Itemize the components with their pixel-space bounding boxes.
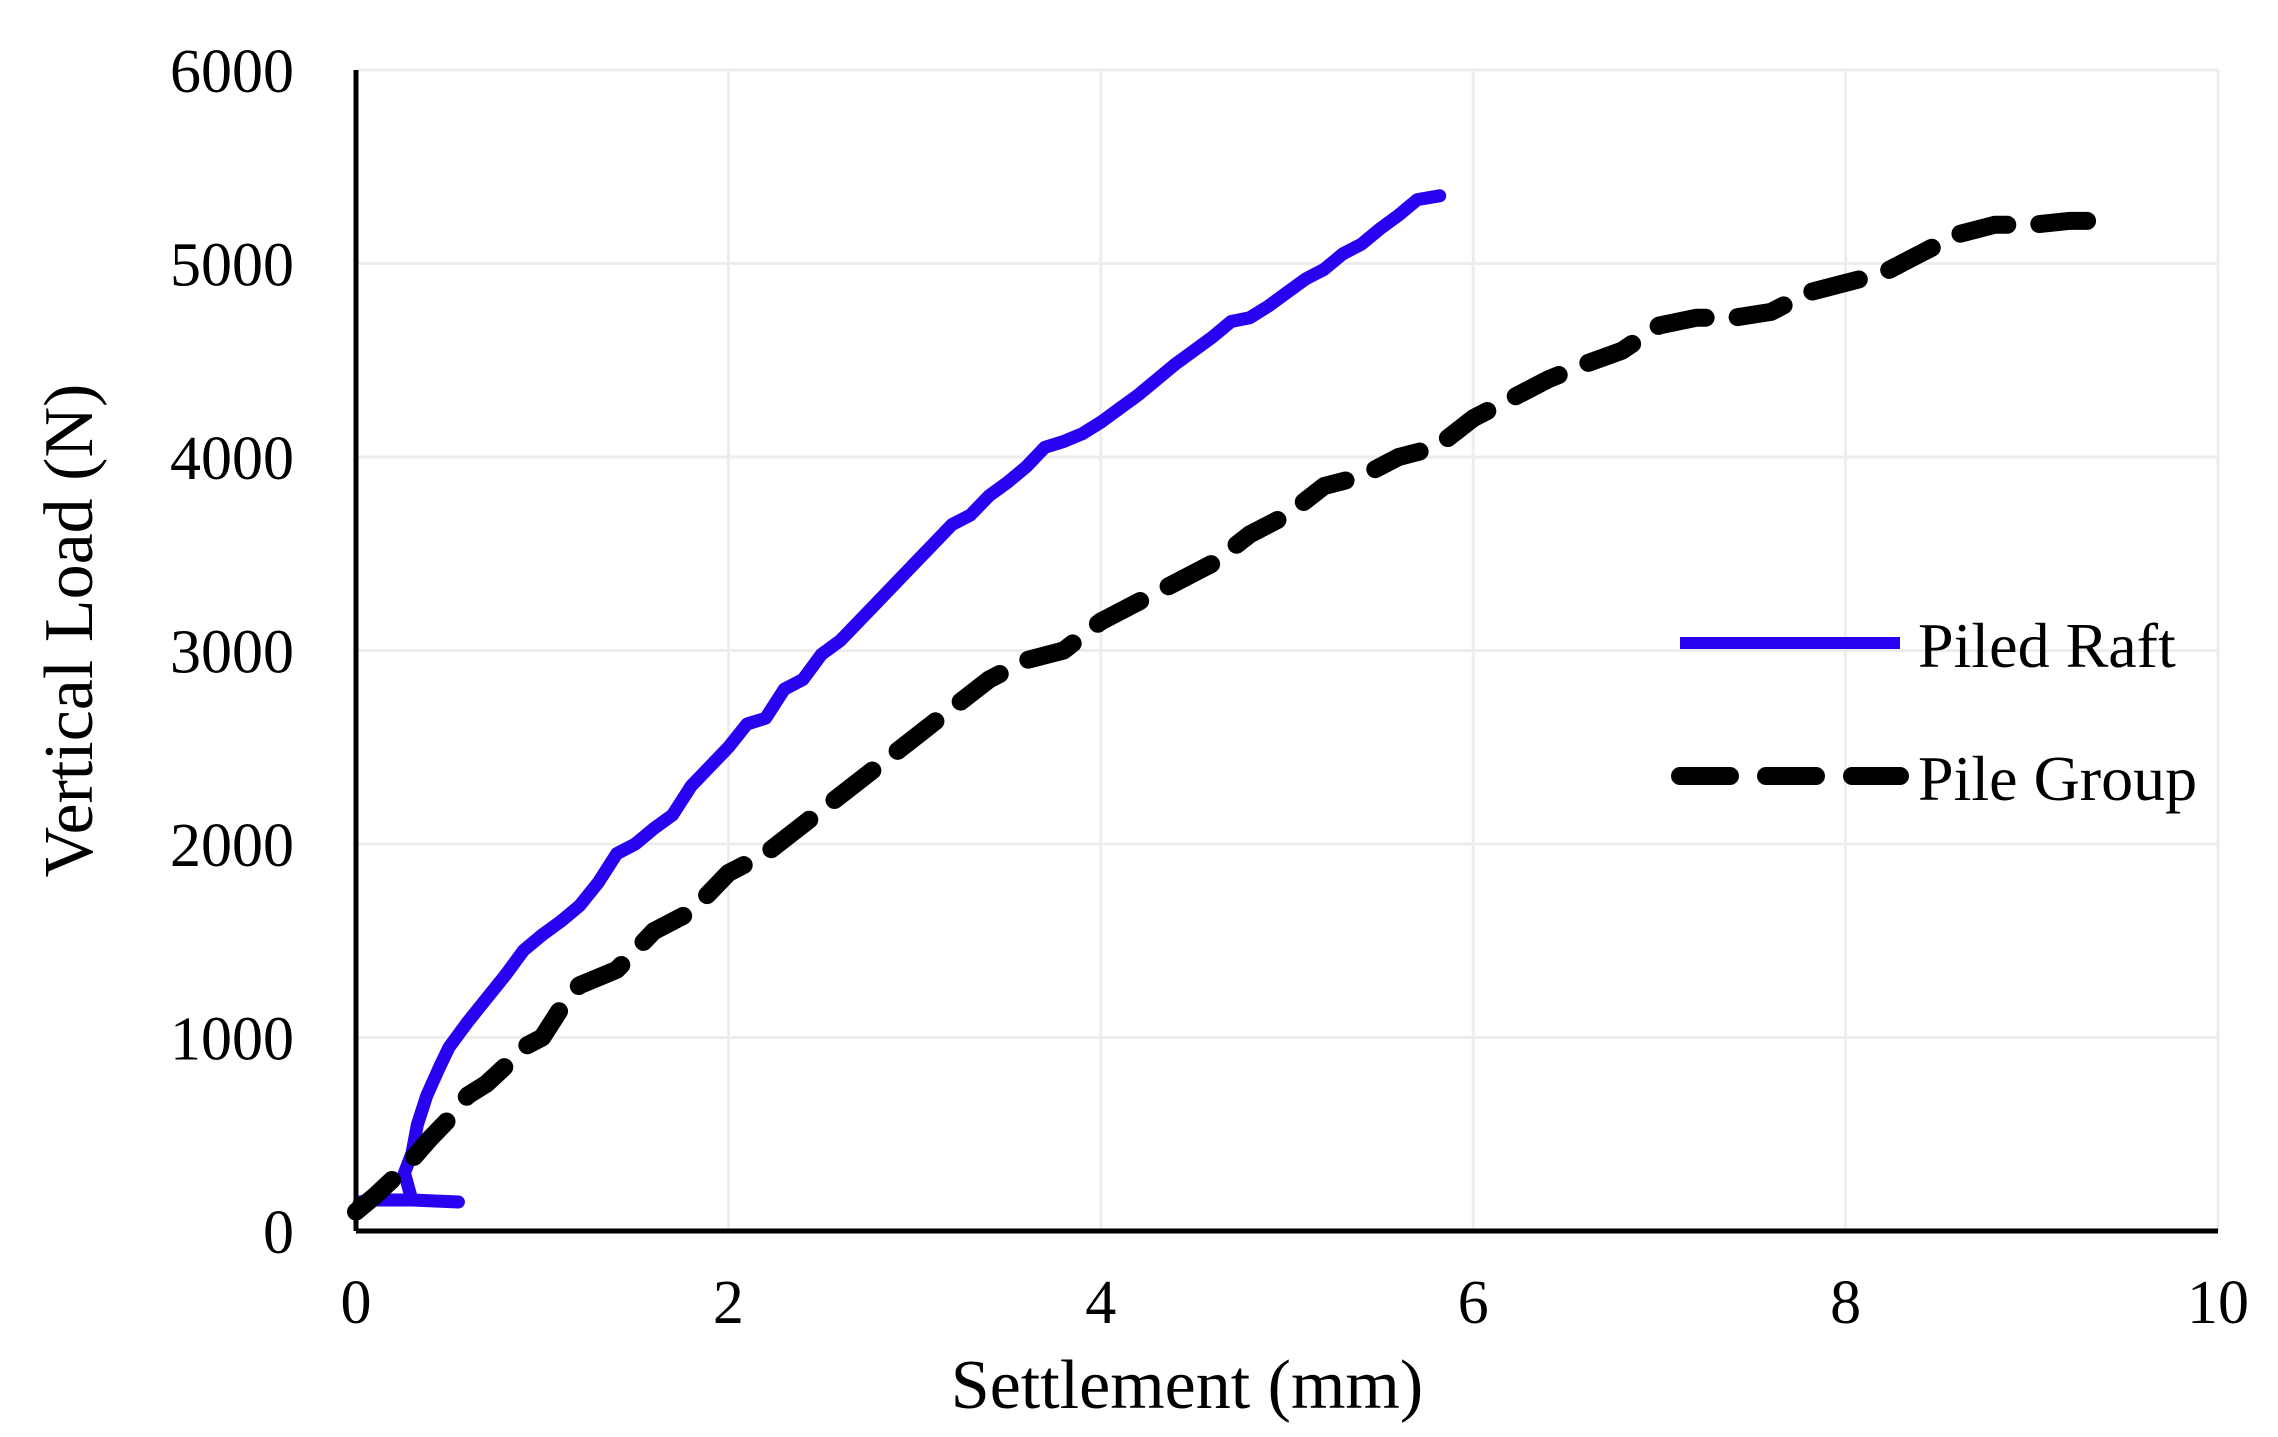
y-tick-label: 4000 <box>170 425 294 493</box>
x-tick-label: 0 <box>341 1269 372 1337</box>
y-tick-label: 2000 <box>170 812 294 880</box>
x-tick-label: 6 <box>1458 1269 1489 1337</box>
series-line-piled-raft <box>349 189 1447 1219</box>
x-tick-label: 8 <box>1830 1269 1861 1337</box>
legend: Piled Raft Pile Group <box>1671 610 2197 814</box>
series-line-pile-group <box>347 211 2097 1221</box>
y-tick-label: 6000 <box>170 38 294 106</box>
x-axis-title: Settlement (mm) <box>951 1347 1423 1424</box>
x-tick-label: 4 <box>1085 1269 1116 1337</box>
axes <box>353 70 2218 1234</box>
series-layer <box>347 189 2097 1221</box>
x-tick-label: 10 <box>2187 1269 2249 1337</box>
y-tick-label: 3000 <box>170 619 294 687</box>
y-tick-label: 5000 <box>170 232 294 300</box>
legend-label-pile-group: Pile Group <box>1918 743 2197 814</box>
legend-label-piled-raft: Piled Raft <box>1918 610 2176 681</box>
y-axis-title: Vertical Load (N) <box>31 384 108 878</box>
tick-labels: 0 2 4 6 8 10 0 1000 2000 3000 4000 5000 6000 <box>170 38 2249 1337</box>
x-tick-label: 2 <box>713 1269 744 1337</box>
y-tick-label: 0 <box>263 1199 294 1267</box>
y-tick-label: 1000 <box>170 1006 294 1074</box>
